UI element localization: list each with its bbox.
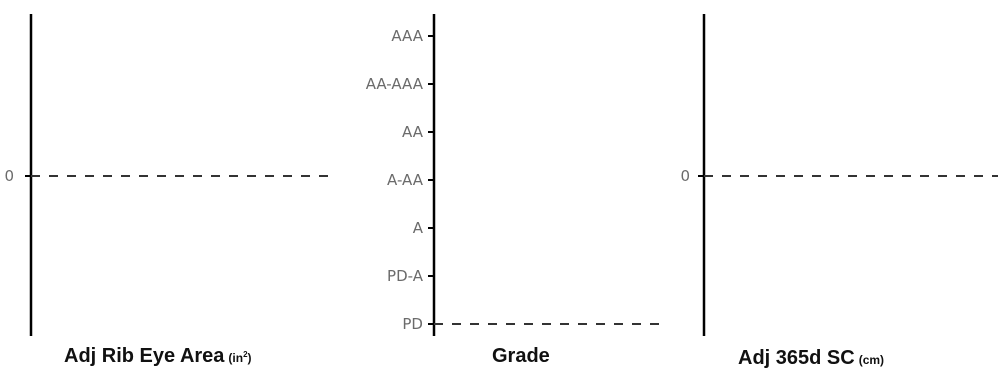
- grade-tick-label-a-aa: A-AA: [387, 171, 424, 189]
- rib-eye-axis-label: Adj Rib Eye Area: [64, 345, 225, 367]
- panel-grade: AAA AA-AAA AA A-AA A PD-A PD Grade: [330, 0, 670, 382]
- sc-axis-title: Adj 365d SC (cm): [738, 347, 884, 370]
- panel-rib-eye-area: 0 Adj Rib Eye Area (in2): [0, 0, 340, 382]
- rib-eye-axis-title: Adj Rib Eye Area (in2): [64, 345, 252, 368]
- panel-365d-sc: 0 Adj 365d SC (cm): [660, 0, 1000, 382]
- grade-tick-label-aaa: AAA: [391, 27, 423, 45]
- grade-tick-label-a: A: [413, 219, 424, 237]
- sc-unit: (cm): [858, 353, 885, 367]
- grade-tick-label-aa: AA: [402, 123, 424, 141]
- grade-tick-label-pd: PD: [402, 315, 423, 333]
- sc-axis-label: Adj 365d SC: [738, 347, 855, 369]
- grade-axis-label: Grade: [492, 345, 550, 367]
- rib-eye-unit: (in2): [228, 350, 252, 365]
- rib-eye-tick-label-0: 0: [4, 167, 14, 185]
- grade-tick-label-aa-aaa: AA-AAA: [366, 75, 424, 93]
- grade-tick-label-pd-a: PD-A: [387, 267, 424, 285]
- rib-eye-area-plot: 0: [4, 14, 328, 336]
- sc-tick-label-0: 0: [680, 167, 690, 185]
- grade-axis-title: Grade: [492, 345, 550, 368]
- sc-plot: 0: [680, 14, 998, 336]
